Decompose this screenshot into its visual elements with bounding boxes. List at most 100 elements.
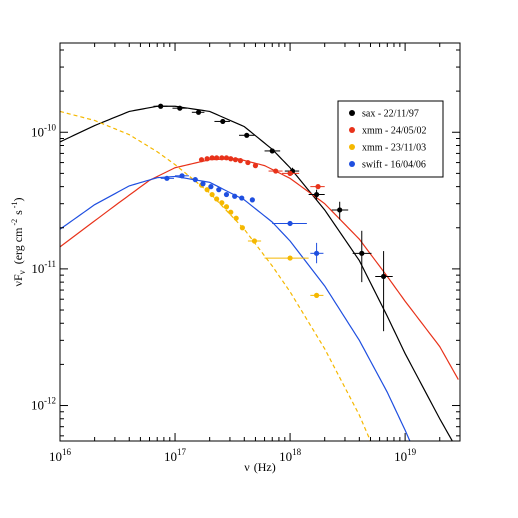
point-marker [200, 181, 206, 187]
y-tick-label: 10-11 [31, 259, 56, 276]
legend-marker [349, 127, 355, 133]
y-axis: 10-12 10-11 10-10 [31, 49, 460, 437]
point-marker [164, 175, 170, 181]
point-marker [313, 191, 320, 198]
point-marker [380, 273, 387, 280]
x-tick-label: 1017 [164, 447, 187, 464]
data-point [228, 156, 234, 162]
data-point [272, 220, 307, 227]
data-point [191, 109, 205, 115]
point-marker [251, 238, 258, 244]
point-marker [219, 155, 225, 161]
data-point [232, 157, 239, 163]
data-point [232, 193, 238, 199]
point-marker [216, 187, 222, 193]
data-point [209, 155, 215, 161]
data-point [172, 105, 187, 111]
point-marker [179, 173, 185, 179]
x-tick-label: 1018 [279, 447, 302, 464]
point-marker [232, 193, 238, 199]
data-point [264, 148, 281, 154]
data-point [223, 204, 230, 210]
data-point [239, 132, 255, 138]
point-marker [220, 118, 226, 125]
point-marker [233, 215, 239, 221]
data-point [239, 195, 245, 201]
point-marker [198, 157, 205, 163]
point-marker [223, 155, 230, 161]
legend-label: xmm - 24/05/02 [362, 126, 426, 137]
legend-box [337, 100, 444, 178]
legend-label: swift - 16/04/06 [362, 160, 426, 171]
point-marker [359, 250, 365, 256]
point-marker [214, 155, 220, 161]
data-point [237, 158, 244, 164]
data-point [310, 184, 325, 190]
point-marker [219, 200, 225, 206]
point-marker [228, 156, 234, 162]
data-point [219, 155, 225, 161]
data-point [223, 155, 230, 161]
y-tick-label: 10-12 [31, 396, 56, 413]
data-point [310, 242, 324, 264]
x-tick-label: 1016 [49, 447, 72, 464]
point-marker [315, 184, 321, 190]
point-marker [209, 191, 215, 198]
data-point [281, 170, 300, 176]
point-marker [239, 195, 245, 201]
point-marker [195, 109, 202, 115]
data-point [310, 292, 324, 298]
data-point [214, 118, 230, 125]
point-marker [252, 163, 259, 169]
data-point [308, 189, 325, 200]
data-point [252, 163, 259, 169]
data-point [200, 181, 206, 187]
point-marker [177, 105, 183, 111]
point-marker [237, 158, 244, 164]
point-marker [192, 177, 198, 183]
data-point [153, 103, 168, 109]
data-point [198, 157, 205, 163]
y-axis-title: νFν(erg cm-2s-1) [10, 198, 27, 287]
point-marker [214, 196, 220, 202]
legend-label: xmm - 23/11/03 [362, 143, 426, 154]
point-marker [287, 220, 293, 227]
point-marker [223, 191, 230, 198]
data-point [214, 196, 220, 202]
model-curve-series-2 [60, 110, 372, 441]
data-point [375, 251, 393, 332]
data-point [219, 200, 225, 206]
model-curve-series-1 [60, 158, 459, 380]
data-point [175, 173, 189, 179]
point-marker [204, 156, 210, 162]
legend-label: sax - 22/11/97 [362, 109, 419, 120]
point-marker [337, 207, 343, 213]
data-point [204, 156, 210, 162]
data-points [153, 103, 393, 332]
legend-marker [349, 161, 355, 167]
data-point [331, 201, 349, 220]
data-point [249, 197, 255, 203]
point-marker [208, 184, 214, 190]
data-point [268, 168, 283, 174]
data-point [239, 225, 245, 231]
data-point [245, 159, 251, 166]
point-marker [204, 187, 210, 193]
point-marker [313, 250, 320, 256]
point-marker [313, 292, 320, 298]
point-marker [209, 155, 215, 161]
point-marker [244, 132, 250, 138]
point-marker [287, 170, 293, 176]
data-point [216, 187, 222, 193]
point-marker [287, 255, 293, 261]
point-marker [158, 103, 164, 109]
data-point [223, 191, 230, 198]
data-point [247, 238, 262, 244]
point-marker [228, 209, 234, 215]
data-point [214, 155, 220, 161]
legend: sax - 22/11/97 xmm - 24/05/02 xmm - 23/11/… [337, 100, 444, 178]
plot-frame [59, 42, 461, 442]
x-axis: 1016 1017 1018 1019 [49, 43, 461, 464]
data-point [209, 191, 215, 198]
